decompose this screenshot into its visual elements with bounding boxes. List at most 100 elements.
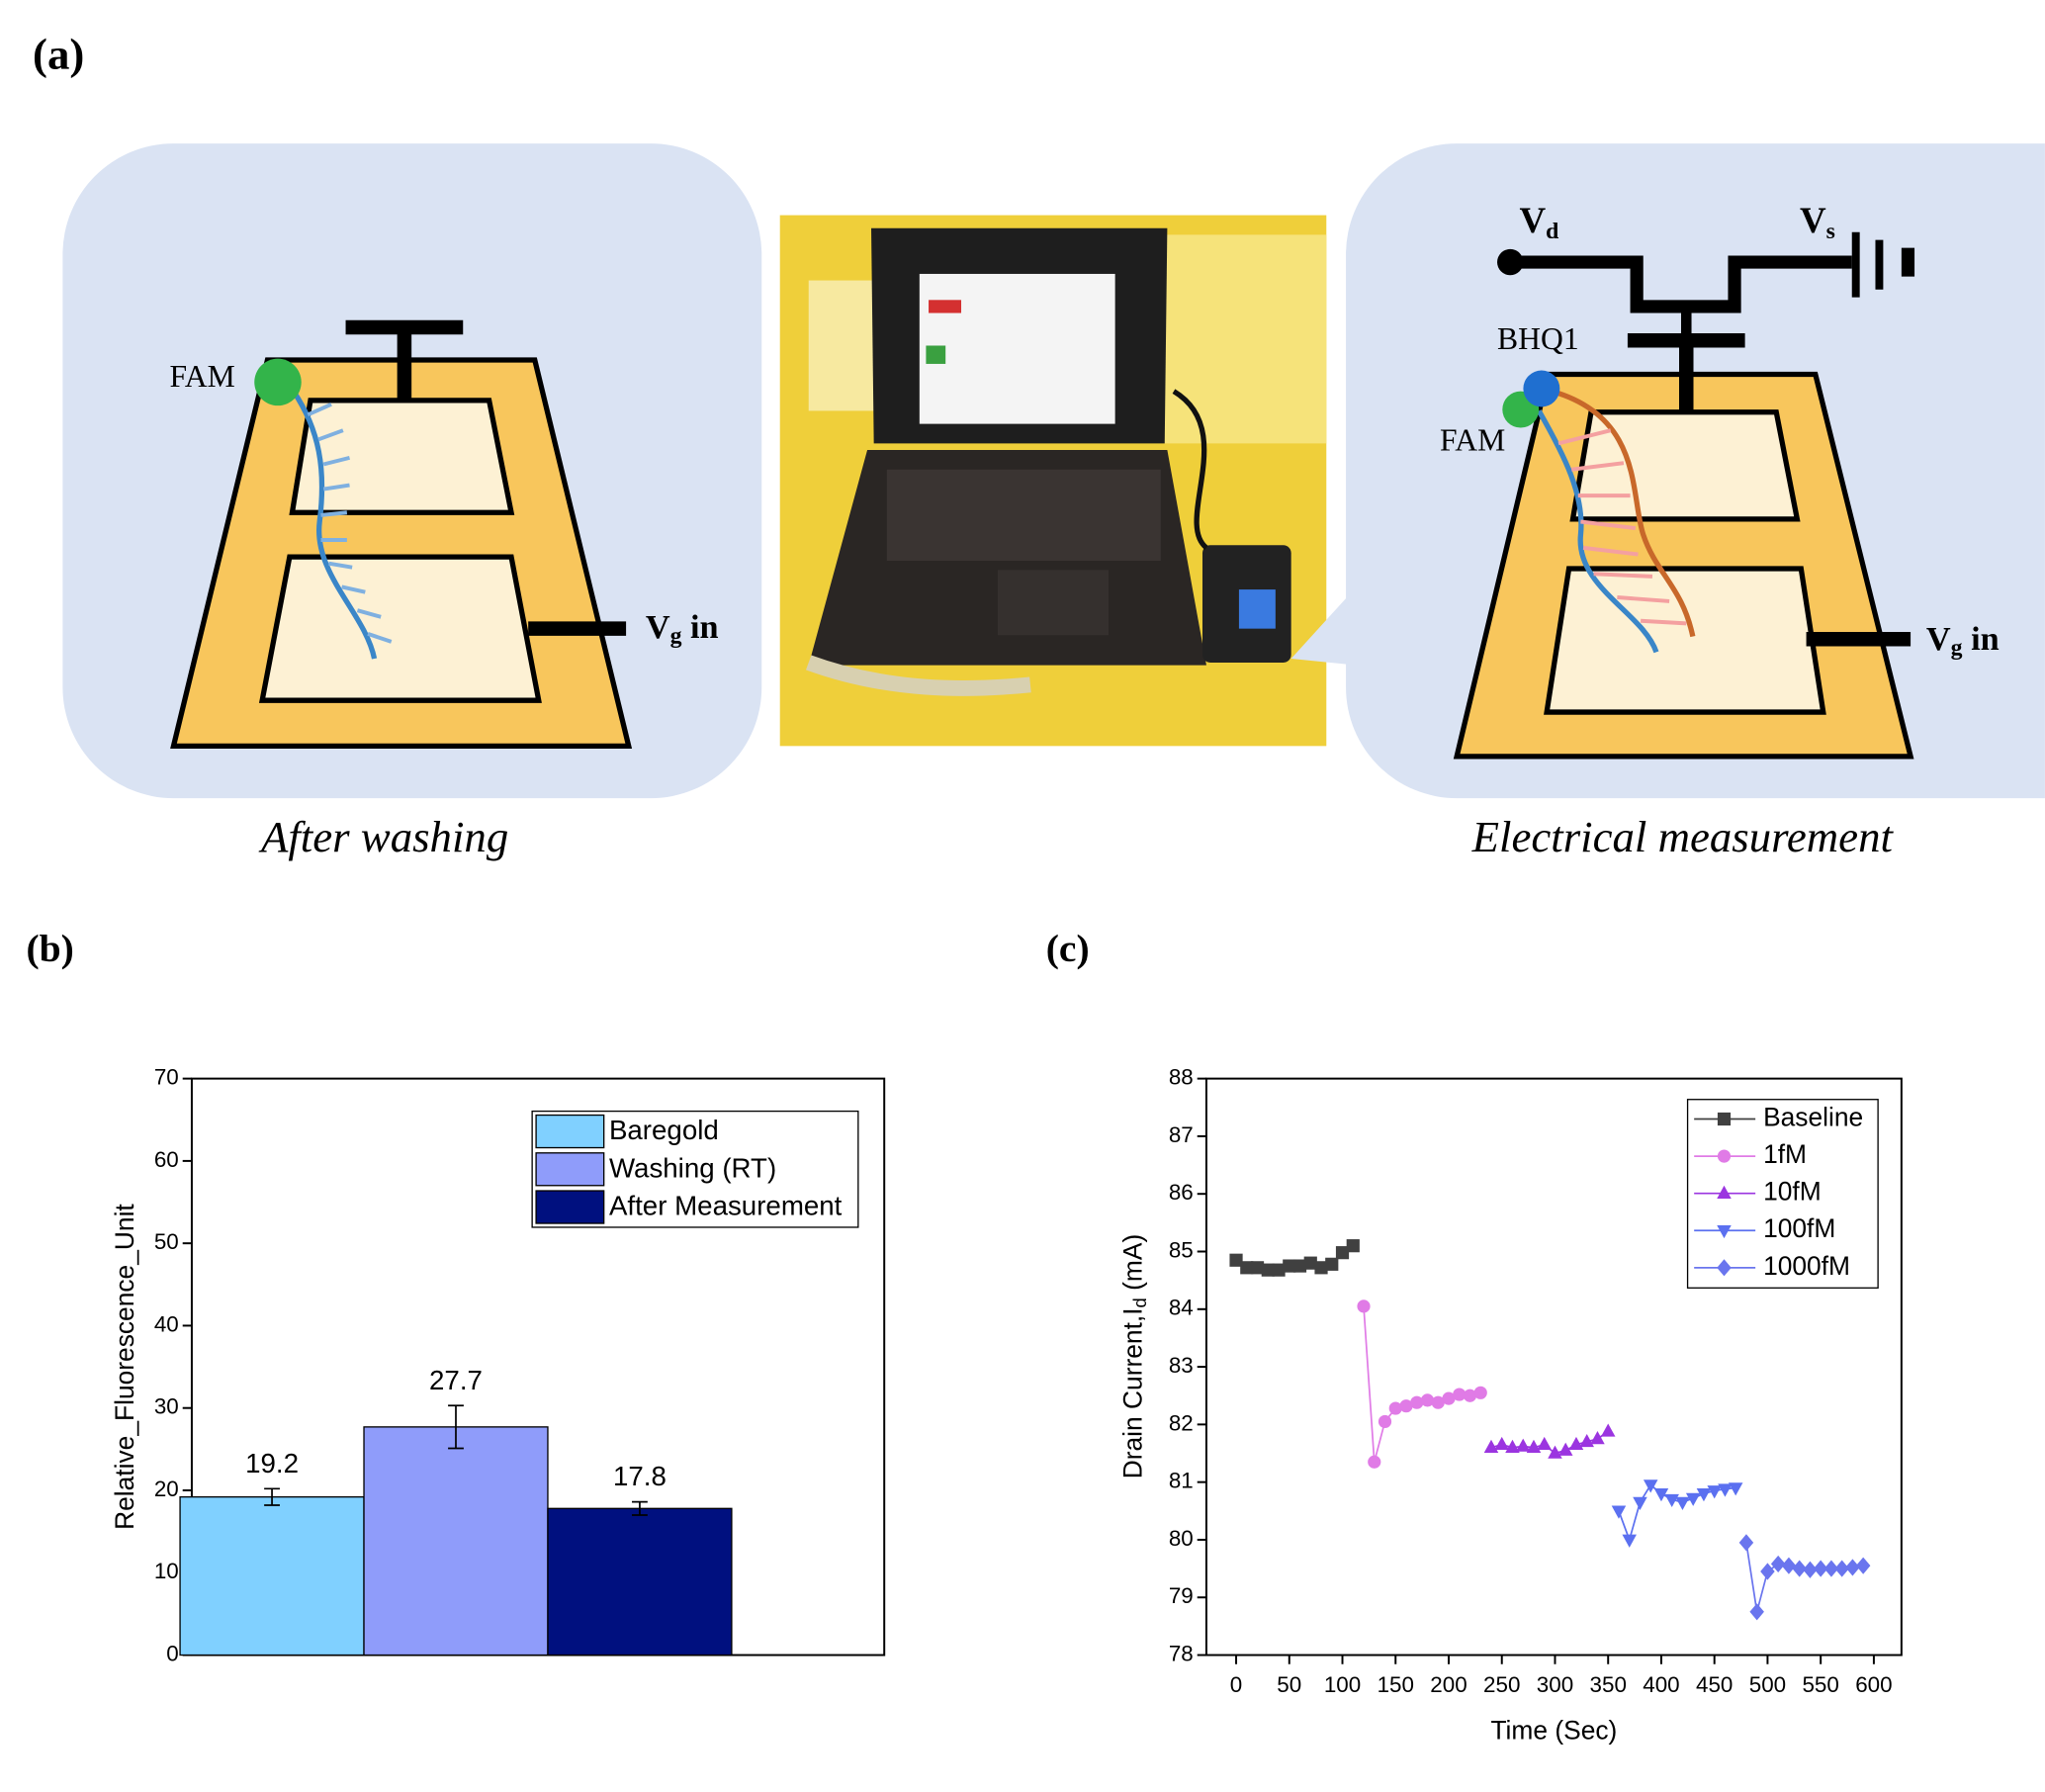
y-tick-label: 88 [1169,1065,1194,1090]
shelf [1164,234,1327,444]
marker [1643,1479,1658,1493]
marker [1717,1112,1732,1126]
y-tick-label: 83 [1169,1353,1194,1378]
legend-label: 10fM [1763,1177,1822,1207]
error-bar [448,1404,464,1450]
marker [1494,1436,1509,1451]
y-tick-label: 60 [154,1147,179,1172]
y-tick-label: 84 [1169,1296,1194,1320]
marker [1568,1436,1584,1451]
marker [1781,1557,1797,1574]
electrode [289,398,515,515]
label: FAM [1440,423,1505,458]
screen-item [926,345,946,364]
quencher [1523,370,1560,407]
electrode [1544,566,1826,715]
label: FAM [170,359,235,394]
marker [1463,1389,1477,1402]
marker [1633,1496,1647,1510]
series-line [1618,1483,1736,1543]
legend-label: After Measurement [609,1191,843,1221]
legend-swatch [535,1114,605,1149]
series-line [1745,1542,1864,1613]
y-tick-label: 50 [154,1229,179,1254]
marker [1845,1559,1860,1576]
screen-content [919,273,1115,424]
marker [1813,1560,1828,1577]
dna-bases [1557,428,1687,626]
electrode [1569,409,1801,522]
marker [1717,1149,1732,1163]
value-label: 19.2 [245,1448,299,1478]
box [808,280,874,411]
electrode [258,554,542,703]
bar [179,1495,365,1657]
x-tick-label: 500 [1749,1672,1786,1697]
marker [1728,1482,1743,1496]
y-tick-label: 85 [1169,1237,1194,1262]
y-tick-label: 0 [166,1641,178,1665]
marker [1250,1261,1265,1275]
marker [1368,1455,1381,1469]
callout [1290,586,1357,666]
marker [1653,1488,1669,1502]
marker [1685,1492,1701,1506]
label: Vg in [646,608,719,650]
y-tick-label: 20 [154,1477,179,1501]
x-tick-label: 300 [1537,1672,1573,1697]
y-tick-label: 10 [154,1559,179,1583]
x-axis-label: Time (Sec) [1490,1715,1617,1745]
y-tick-label: 81 [1169,1469,1194,1493]
legend-swatch [535,1152,605,1187]
marker [1622,1534,1637,1548]
panel-label: (c) [1046,927,1090,970]
legend-label: Baregold [609,1115,719,1145]
marker [1803,1561,1818,1578]
screen-item [929,300,962,314]
series-line [1363,1305,1481,1463]
legend-label: Washing (RT) [609,1152,776,1183]
marker [1537,1436,1552,1451]
marker [1557,1442,1573,1456]
y-tick-label: 30 [154,1394,179,1419]
marker [1272,1263,1286,1277]
x-tick-label: 0 [1230,1672,1242,1697]
legend-label: Baseline [1763,1102,1863,1131]
panel-label: (a) [33,30,84,79]
bar [547,1507,733,1657]
marker [1240,1261,1254,1275]
marker [1346,1239,1360,1253]
caption: After washing [258,812,508,861]
marker [1590,1431,1605,1445]
legend-swatch [535,1190,605,1224]
label: Vg in [1926,620,2000,662]
marker [1579,1433,1594,1448]
marker [1717,1185,1732,1199]
keyboard [886,469,1161,562]
y-tick-label: 87 [1169,1122,1194,1147]
legend-label: 1000fM [1763,1251,1850,1281]
panel-label: (b) [26,927,73,970]
dna-bases [307,403,393,644]
y-tick-label: 82 [1169,1410,1194,1435]
value-label: 27.7 [429,1365,483,1395]
marker [1388,1401,1402,1415]
marker [1515,1438,1531,1452]
marker [1357,1299,1371,1313]
label: Vs [1800,200,1835,244]
marker [1453,1388,1467,1401]
right-diagram: Vd Vs BHQ1 FAM Vg in Electrical measurem… [1346,143,2045,861]
cable [1172,389,1208,550]
marker [1696,1488,1712,1502]
y-tick-label: 40 [154,1311,179,1336]
x-tick-label: 50 [1277,1672,1301,1697]
marker [1855,1557,1871,1574]
marker [1611,1505,1627,1519]
marker [1473,1386,1487,1399]
x-tick-label: 100 [1324,1672,1361,1697]
y-tick-label: 80 [1169,1526,1194,1551]
error-bar [264,1487,280,1506]
bar [363,1426,549,1657]
terminal [1497,248,1524,276]
